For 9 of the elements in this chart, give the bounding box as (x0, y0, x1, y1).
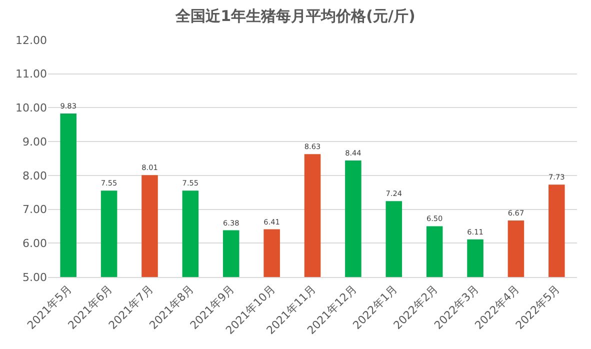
chart-title: 全国近1年生猪每月平均价格(元/斤) (174, 6, 416, 25)
y-tick-label: 10.00 (16, 102, 47, 115)
y-tick-label: 8.00 (22, 169, 47, 182)
y-tick-label: 11.00 (16, 68, 47, 81)
y-tick-label: 6.00 (22, 236, 47, 250)
y-tick-label: 5.00 (22, 270, 47, 284)
y-tick-label: 7.00 (22, 203, 47, 216)
y-tick-label: 9.00 (22, 135, 47, 148)
y-tick-label: 12.00 (16, 34, 47, 47)
